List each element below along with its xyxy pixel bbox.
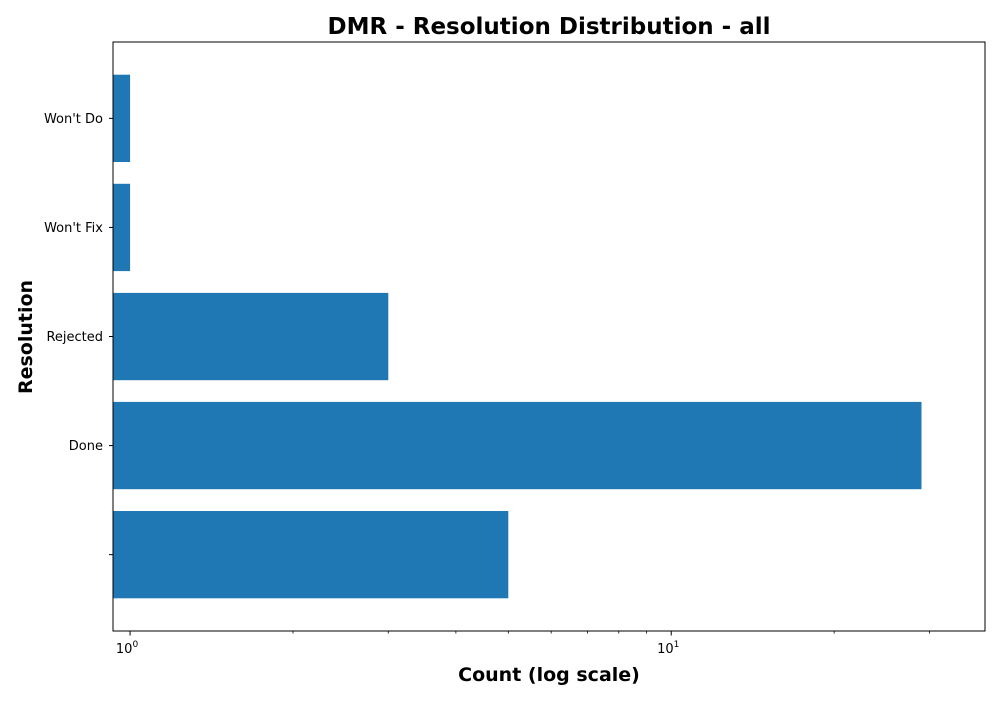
y-axis-ticks: Done Rejected Won't Fix Won't Do xyxy=(44,112,113,556)
bar xyxy=(113,74,131,162)
bar xyxy=(113,401,922,490)
chart-title: DMR - Resolution Distribution - all xyxy=(328,14,771,40)
x-axis-label: Count (log scale) xyxy=(458,664,640,686)
x-tick-label: 100 xyxy=(116,640,139,657)
y-tick-label: Rejected xyxy=(46,330,103,345)
bar xyxy=(113,292,389,381)
x-tick-label: 101 xyxy=(657,640,679,657)
bar xyxy=(113,183,131,272)
y-axis-label: Resolution xyxy=(15,280,37,394)
x-axis-ticks: 100 101 xyxy=(116,631,930,657)
bar xyxy=(113,511,509,599)
plot-frame xyxy=(112,41,986,632)
y-tick-label: Done xyxy=(69,439,103,454)
bars-layer xyxy=(113,74,922,599)
y-tick-label: Won't Fix xyxy=(44,221,103,236)
y-tick-label: Won't Do xyxy=(44,112,103,127)
